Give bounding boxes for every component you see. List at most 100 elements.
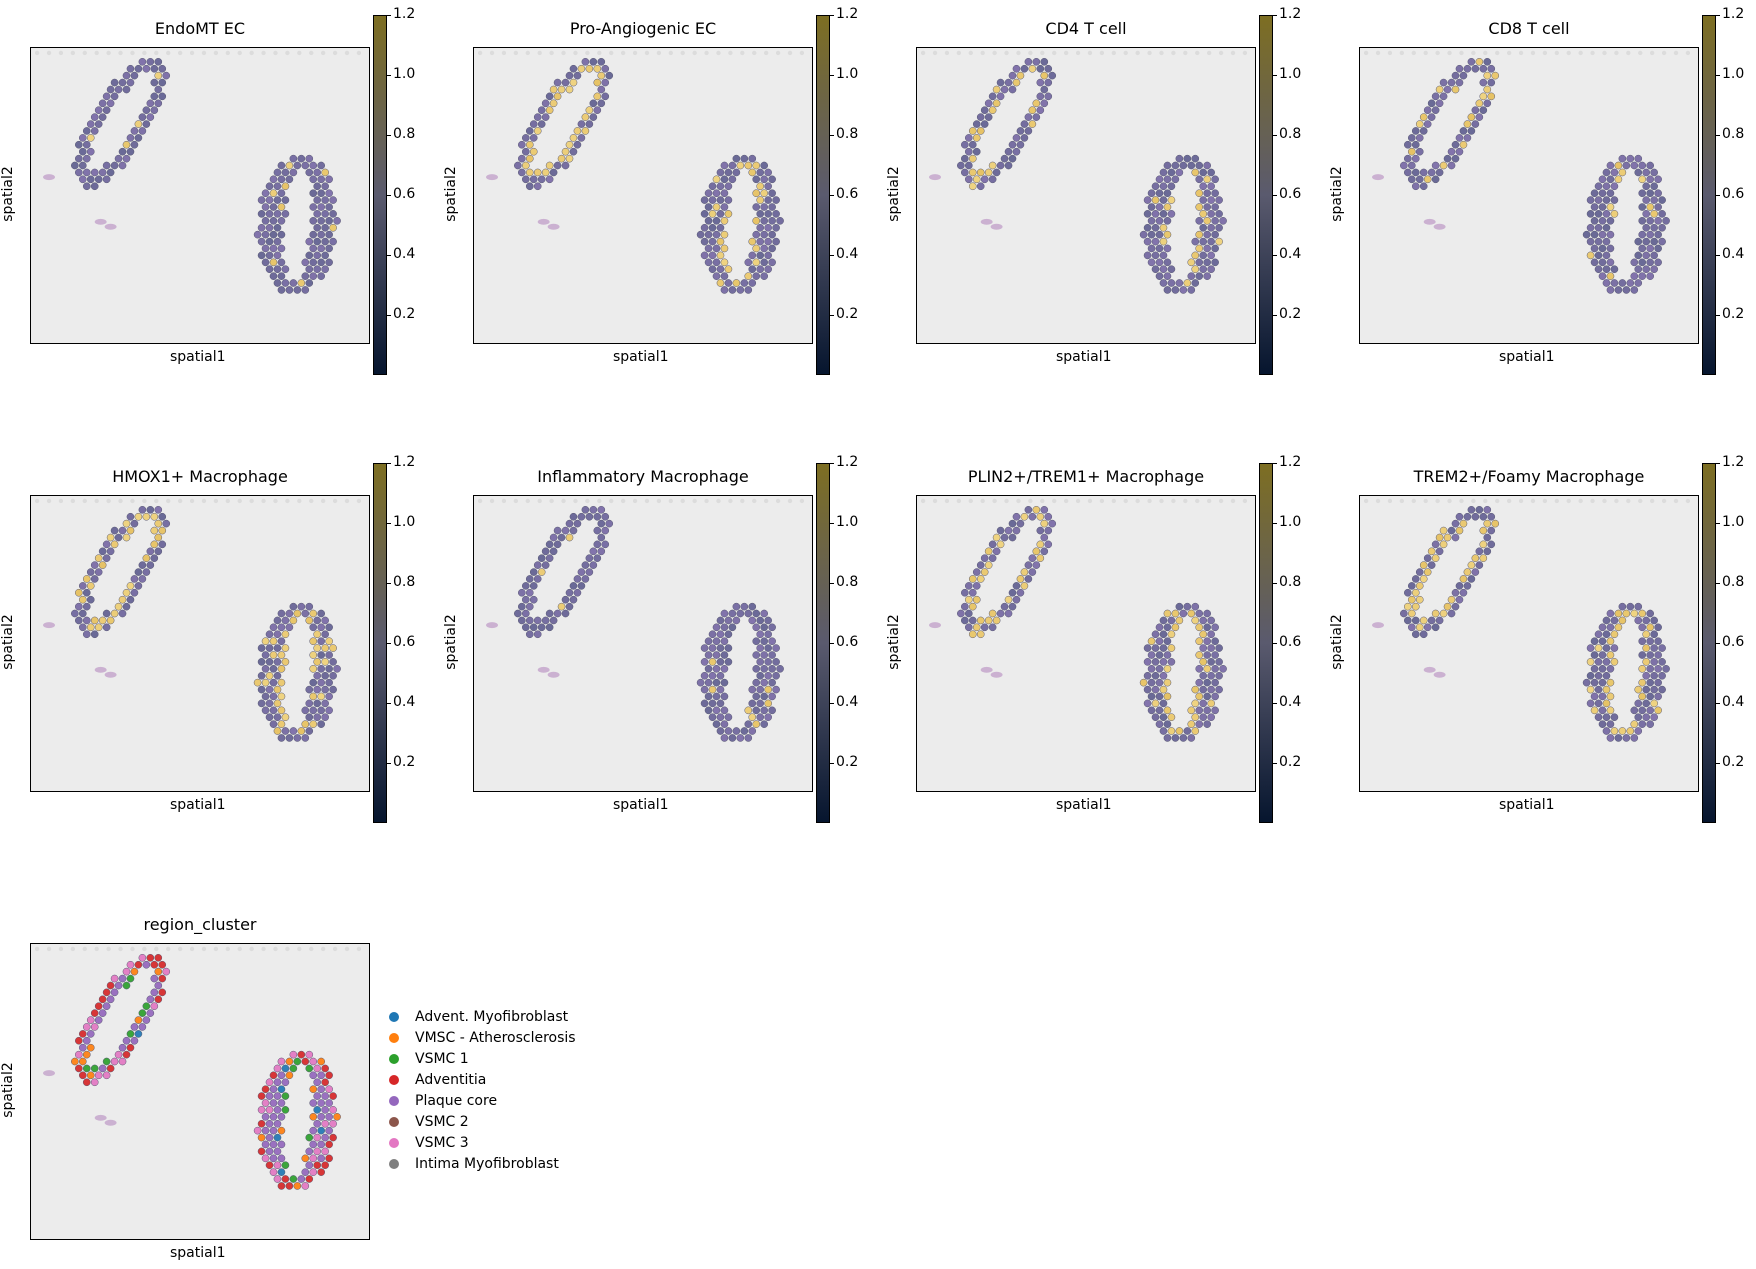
expression-spot xyxy=(1427,113,1436,121)
expression-spot xyxy=(1175,616,1184,625)
expression-spot xyxy=(1155,651,1164,659)
cluster-spot xyxy=(150,988,159,997)
expression-spot xyxy=(1143,237,1152,246)
expression-spot xyxy=(1610,616,1619,625)
expression-spot xyxy=(988,161,997,170)
expression-spot xyxy=(1634,727,1643,735)
expression-spot xyxy=(760,609,769,618)
expression-spot xyxy=(1602,616,1611,625)
expression-spot xyxy=(273,196,282,204)
expression-spot xyxy=(1594,630,1603,639)
expression-spot xyxy=(712,244,721,253)
expression-spot xyxy=(1215,644,1223,652)
expression-spot xyxy=(1215,196,1223,204)
expression-spot xyxy=(716,658,725,666)
expression-spot xyxy=(1594,658,1603,666)
expression-spot xyxy=(90,616,99,625)
expression-spot xyxy=(269,637,278,646)
panel-title: Inflammatory Macrophage xyxy=(537,467,749,486)
expression-spot xyxy=(704,189,713,198)
expression-spot xyxy=(748,168,757,177)
expression-spot xyxy=(1622,609,1631,618)
expression-spot xyxy=(1040,99,1049,108)
expression-spot xyxy=(764,630,772,639)
colorbar-tick-mark xyxy=(1716,255,1720,256)
slide-fiducial xyxy=(656,50,662,56)
expression-spot xyxy=(273,237,282,246)
slide-fiducial xyxy=(320,946,326,952)
expression-spot xyxy=(1598,203,1607,211)
panel-title: region_cluster xyxy=(143,915,257,934)
expression-spot xyxy=(1586,251,1595,260)
colorbar xyxy=(1259,15,1273,375)
expression-spot xyxy=(589,547,598,556)
expression-spot xyxy=(313,658,322,666)
expression-spot xyxy=(1159,685,1168,694)
expression-spot xyxy=(1175,727,1184,735)
expression-spot xyxy=(110,161,119,170)
expression-spot xyxy=(126,595,135,604)
expression-spot xyxy=(976,575,985,583)
slide-fiducial xyxy=(46,946,52,952)
expression-spot xyxy=(565,140,574,149)
slide-fiducial xyxy=(1614,50,1619,56)
slide-fiducial xyxy=(1649,50,1655,56)
legend-item: VSMC 1 xyxy=(385,1048,576,1069)
expression-spot xyxy=(1439,609,1448,618)
expression-spot xyxy=(1590,203,1599,211)
slide-fiducial xyxy=(1111,50,1116,56)
expression-spot xyxy=(317,244,326,253)
expression-spot xyxy=(317,706,326,715)
expression-spot xyxy=(1606,720,1615,728)
expression-spot xyxy=(1479,92,1488,101)
expression-spot xyxy=(1020,568,1029,576)
cluster-spot xyxy=(86,1016,95,1024)
expression-spot xyxy=(573,140,582,149)
expression-spot xyxy=(1167,727,1176,735)
expression-spot xyxy=(1582,678,1591,687)
expression-spot xyxy=(134,120,143,128)
expression-spot xyxy=(1606,651,1615,659)
cluster-spot xyxy=(317,1057,326,1066)
legend-label: VSMC 2 xyxy=(415,1113,469,1130)
cluster-spot xyxy=(253,1126,262,1135)
slide-fiducial xyxy=(154,946,159,952)
colorbar-tick-mark xyxy=(830,463,834,464)
slide-fiducial xyxy=(716,498,721,504)
expression-spot xyxy=(537,175,546,184)
cluster-spot xyxy=(321,1161,329,1170)
x-axis-label: spatial1 xyxy=(170,1245,226,1261)
expression-spot xyxy=(1630,720,1639,728)
slide-fiducial xyxy=(225,50,230,56)
expression-spot xyxy=(1586,237,1595,246)
slide-fiducial xyxy=(775,50,781,56)
cluster-spot xyxy=(285,1057,294,1066)
expression-spot xyxy=(1463,64,1472,73)
expression-spot xyxy=(712,678,721,687)
cluster-spot xyxy=(301,1154,310,1163)
expression-spot xyxy=(1211,665,1219,673)
expression-spot xyxy=(309,637,318,646)
expression-spot xyxy=(700,671,709,680)
expression-spot xyxy=(1207,210,1215,218)
colorbar-tick-mark xyxy=(1716,315,1720,316)
slide-fiducial xyxy=(1063,50,1069,56)
expression-spot xyxy=(557,533,566,542)
cluster-spot xyxy=(293,1057,302,1066)
y-axis-label: spatial2 xyxy=(0,165,16,222)
spatial-plot xyxy=(916,47,1256,344)
expression-spot xyxy=(71,609,79,618)
expression-spot xyxy=(1419,182,1428,191)
expression-spot xyxy=(1598,217,1607,225)
expression-spot xyxy=(1147,230,1156,239)
slide-fiducial xyxy=(1004,50,1009,56)
colorbar-tick-label: 0.6 xyxy=(836,634,859,650)
expression-spot xyxy=(1638,651,1647,659)
colorbar-tick-label: 0.4 xyxy=(393,694,416,710)
expression-spot xyxy=(321,685,329,694)
expression-spot xyxy=(1606,609,1615,618)
cluster-spot xyxy=(94,1071,103,1080)
expression-spot xyxy=(265,699,274,708)
expression-spot xyxy=(261,706,270,715)
expression-spot xyxy=(1167,168,1176,177)
